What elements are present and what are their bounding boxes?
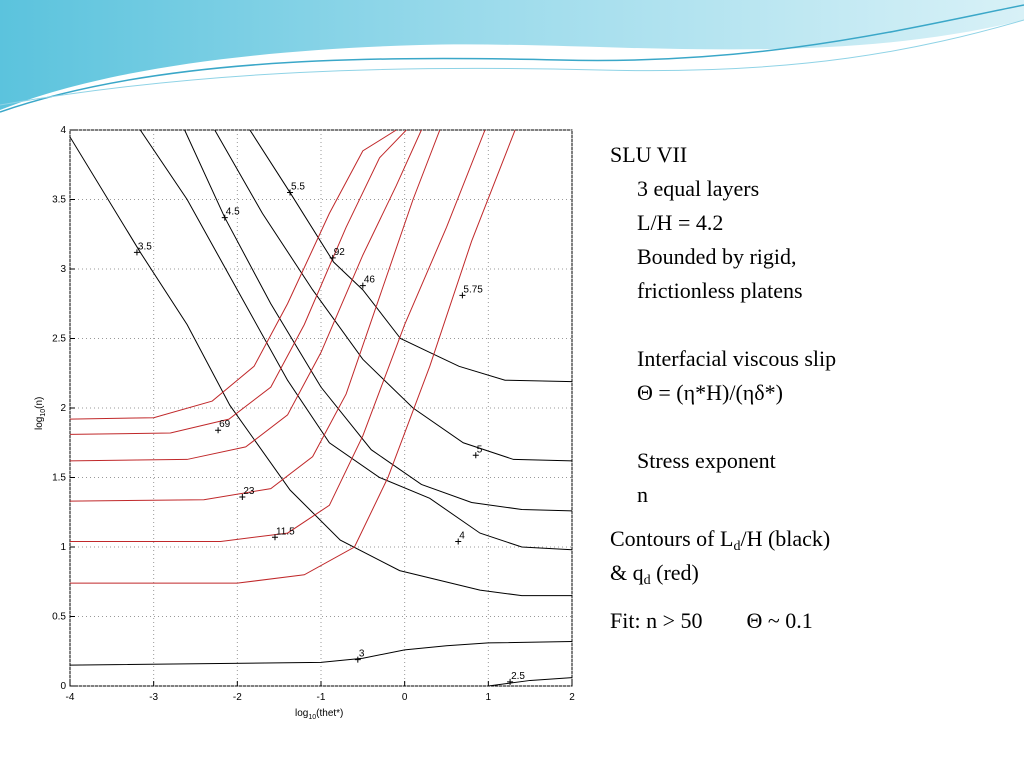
contour-label-marker	[287, 189, 294, 196]
wave-line	[0, 4, 1024, 113]
contour-line	[214, 130, 572, 462]
note-line: Fit: n > 50 Θ ~ 0.1	[610, 604, 836, 638]
header-decoration	[0, 0, 1024, 113]
note-line: Stress exponent	[637, 448, 776, 473]
text: Contours of L	[610, 526, 734, 551]
contour-label: 92	[334, 247, 346, 258]
text: (red)	[650, 560, 699, 585]
contour-line	[70, 130, 397, 420]
contour-label-marker	[459, 292, 466, 299]
contour-line	[70, 130, 407, 435]
note-line: 3 equal layers	[637, 176, 760, 201]
y-tick-label: 2.5	[52, 334, 66, 345]
x-axis-label: log10(thet*)	[295, 708, 343, 721]
contour-label-marker	[354, 656, 361, 663]
note-line: L/H = 4.2	[637, 210, 724, 235]
x-tick-label: -2	[233, 692, 242, 703]
text: Θ ~ 0.1	[746, 608, 813, 633]
contour-label-marker	[239, 493, 246, 500]
x-tick-label: -3	[149, 692, 158, 703]
note-line: Bounded by rigid,	[637, 244, 797, 269]
text: & q	[610, 560, 644, 585]
subscript: d	[733, 539, 741, 554]
x-tick-label: 0	[402, 692, 408, 703]
y-tick-label: 4	[60, 125, 66, 136]
note-line: Contours of Ld/H (black)	[610, 522, 836, 556]
contour-label: 3	[359, 649, 365, 660]
y-tick-label: 0.5	[52, 612, 66, 623]
contour-line	[70, 641, 572, 666]
contour-label: 4	[459, 530, 465, 541]
contour-label-marker	[271, 534, 278, 541]
x-tick-label: -4	[66, 692, 75, 703]
y-axis-label: log10(n)	[34, 397, 47, 430]
contour-line	[184, 130, 572, 512]
note-title: SLU VII	[610, 142, 688, 167]
note-line: frictionless platens	[637, 278, 803, 303]
contour-label: 4.5	[226, 207, 240, 218]
contour-label: 11.5	[276, 526, 295, 537]
x-tick-label: 2	[569, 692, 575, 703]
contour-label-marker	[507, 678, 514, 685]
y-tick-label: 3	[60, 264, 66, 275]
y-tick-label: 2	[60, 403, 66, 414]
x-tick-label: 1	[486, 692, 492, 703]
contour-label: 5	[477, 444, 483, 455]
contour-label-marker	[221, 214, 228, 221]
contour-label-marker	[329, 254, 336, 261]
contour-label: 46	[364, 275, 376, 286]
contour-line	[488, 677, 572, 686]
wave-line	[0, 19, 1024, 106]
contour-label-marker	[215, 427, 222, 434]
x-tick-label: -1	[317, 692, 326, 703]
contour-label: 23	[243, 486, 255, 497]
y-tick-label: 1.5	[52, 473, 66, 484]
y-tick-label: 0	[60, 681, 66, 692]
contour-label-marker	[455, 538, 462, 545]
subscript: d	[643, 573, 651, 588]
contour-label: 3.5	[138, 241, 152, 252]
contour-line	[70, 130, 516, 584]
text: /H (black)	[740, 526, 831, 551]
contour-line	[70, 130, 486, 542]
contour-label-marker	[359, 282, 366, 289]
wave	[0, 0, 1024, 110]
contour-line	[249, 130, 572, 383]
text: Fit: n > 50	[610, 608, 703, 633]
contour-label-marker	[472, 452, 479, 459]
y-tick-label: 3.5	[52, 195, 66, 206]
contour-label: 69	[219, 419, 231, 430]
note-line: & qd (red)	[610, 556, 836, 590]
chart: -4 -3 -2 -1 0 1 200.511.522.533.54 3.54.55.592…	[34, 125, 575, 721]
contour-line	[70, 130, 422, 462]
note-line: n	[637, 482, 648, 507]
contour-label-marker	[133, 249, 140, 256]
notes: SLU VII 3 equal layers L/H = 4.2 Bounded…	[610, 138, 836, 638]
y-tick-label: 1	[60, 542, 66, 553]
contour-label: 5.75	[463, 284, 483, 295]
contour-line	[70, 130, 441, 502]
contour-label: 2.5	[511, 671, 525, 682]
note-line: Θ = (η*H)/(ηδ*)	[637, 380, 783, 405]
note-line: Interfacial viscous slip	[637, 346, 837, 371]
contour-line	[139, 130, 572, 551]
contour-label: 5.5	[291, 182, 305, 193]
